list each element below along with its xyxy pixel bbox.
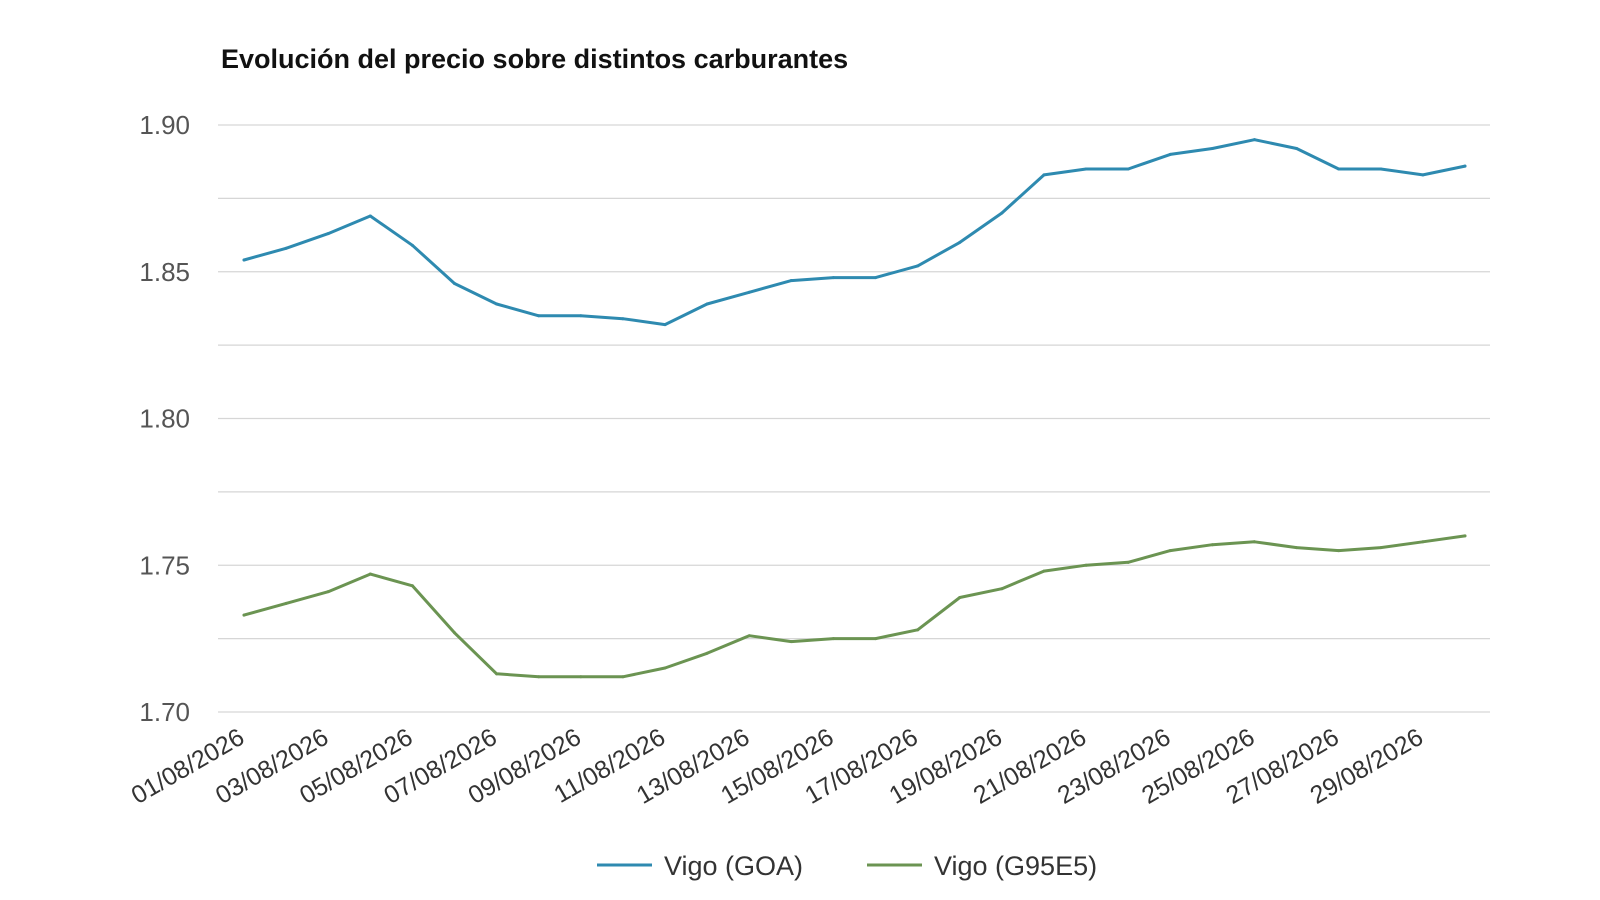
data-point	[495, 302, 499, 306]
data-point	[1000, 211, 1004, 215]
data-point	[453, 631, 457, 635]
data-point	[1421, 540, 1425, 544]
x-axis-ticks: 01/08/202603/08/202605/08/202607/08/2026…	[127, 723, 1428, 810]
data-point	[621, 675, 625, 679]
data-point	[1337, 167, 1341, 171]
y-axis-ticks: 1.70 1.75 1.80 1.85 1.90	[139, 110, 190, 727]
data-point	[916, 628, 920, 632]
data-point	[326, 590, 330, 594]
series-line-2	[242, 534, 1467, 679]
data-point	[1210, 146, 1214, 150]
data-point	[747, 290, 751, 294]
data-point	[1042, 569, 1046, 573]
data-point	[1252, 138, 1256, 142]
data-point	[1168, 549, 1172, 553]
data-point	[663, 323, 667, 327]
data-point	[537, 675, 541, 679]
data-point	[1379, 546, 1383, 550]
data-point	[1210, 543, 1214, 547]
data-point	[831, 637, 835, 641]
data-point	[1000, 587, 1004, 591]
data-point	[579, 675, 583, 679]
data-point	[284, 601, 288, 605]
data-point	[874, 637, 878, 641]
data-point	[242, 258, 246, 262]
y-tick-label: 1.80	[139, 404, 190, 434]
data-point	[1126, 560, 1130, 564]
data-point	[621, 317, 625, 321]
data-point	[1463, 164, 1467, 168]
data-point	[705, 302, 709, 306]
data-point	[1168, 152, 1172, 156]
data-point	[410, 243, 414, 247]
data-point	[242, 613, 246, 617]
data-point	[1084, 167, 1088, 171]
data-point	[705, 651, 709, 655]
series-line-1	[242, 138, 1467, 327]
legend-label: Vigo (G95E5)	[934, 851, 1097, 881]
data-point	[958, 240, 962, 244]
data-point	[916, 264, 920, 268]
y-tick-label: 1.90	[139, 110, 190, 140]
data-point	[326, 232, 330, 236]
legend: Vigo (GOA) Vigo (G95E5)	[597, 851, 1097, 881]
y-tick-label: 1.85	[139, 257, 190, 287]
legend-label: Vigo (GOA)	[664, 851, 803, 881]
data-point	[1084, 563, 1088, 567]
data-point	[663, 666, 667, 670]
y-tick-label: 1.75	[139, 550, 190, 580]
series-lines	[242, 138, 1467, 679]
data-point	[747, 634, 751, 638]
y-tick-label: 1.70	[139, 697, 190, 727]
data-point	[579, 314, 583, 318]
data-point	[495, 672, 499, 676]
data-point	[789, 640, 793, 644]
data-point	[874, 276, 878, 280]
chart-title: Evolución del precio sobre distintos car…	[221, 44, 849, 74]
data-point	[410, 584, 414, 588]
data-point	[1379, 167, 1383, 171]
data-point	[1042, 173, 1046, 177]
data-point	[789, 279, 793, 283]
grid-lines	[218, 124, 1490, 713]
data-point	[1295, 146, 1299, 150]
data-point	[1463, 534, 1467, 538]
data-point	[1295, 546, 1299, 550]
data-point	[537, 314, 541, 318]
data-point	[1126, 167, 1130, 171]
data-point	[368, 214, 372, 218]
data-point	[1337, 549, 1341, 553]
data-point	[453, 281, 457, 285]
data-point	[831, 276, 835, 280]
data-point	[958, 596, 962, 600]
data-point	[1421, 173, 1425, 177]
data-point	[284, 246, 288, 250]
data-point	[1252, 540, 1256, 544]
data-point	[368, 572, 372, 576]
